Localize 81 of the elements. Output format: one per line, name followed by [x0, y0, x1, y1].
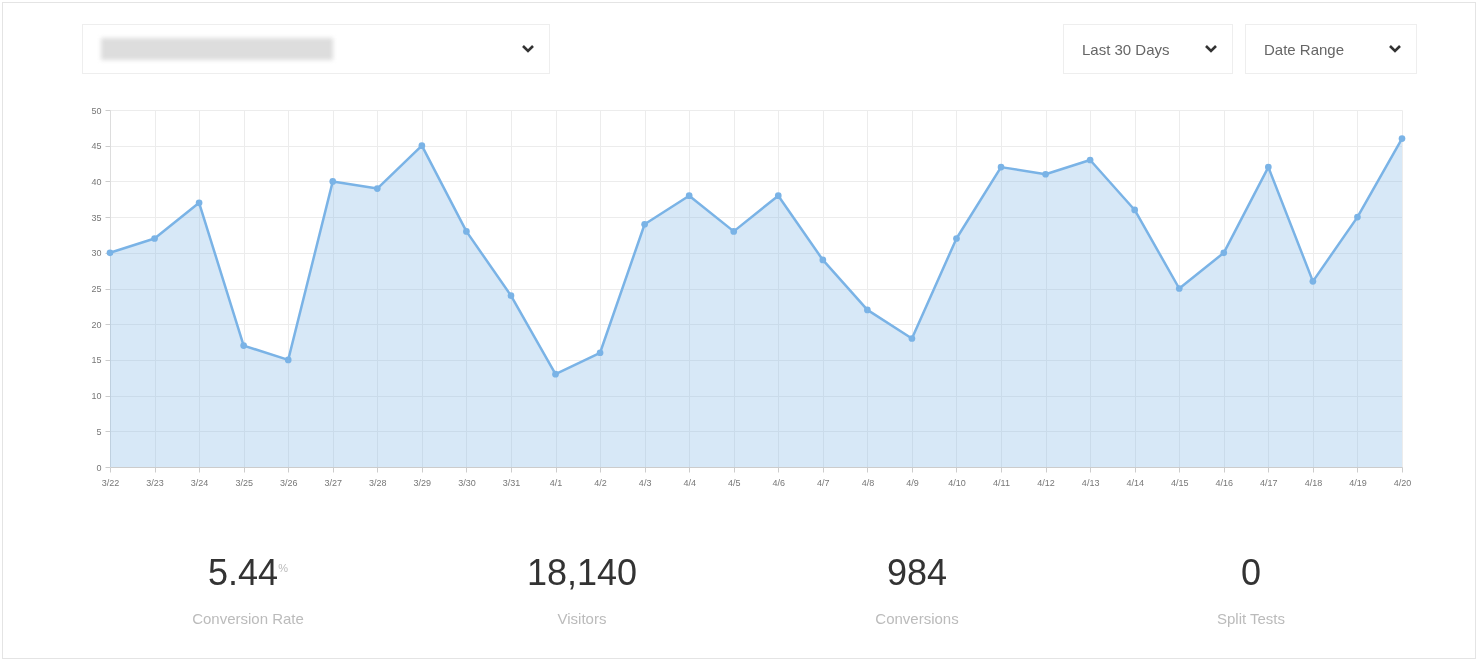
x-tick-label: 4/8	[861, 477, 875, 488]
point	[1264, 163, 1272, 171]
y-tick-label: 30	[91, 248, 102, 259]
x-tick-label: 4/7	[817, 477, 830, 488]
point	[908, 335, 916, 342]
x-tick-label: 4/11	[993, 477, 1010, 488]
x-tick-label: 4/15	[1170, 477, 1189, 488]
point	[730, 228, 738, 235]
y-tick-label: 50	[91, 105, 102, 116]
y-tick-label: 25	[91, 284, 102, 294]
point	[418, 142, 426, 150]
text: Last 30 Days	[1081, 40, 1171, 58]
x-tick-label: 4/10	[948, 477, 966, 488]
text: 18,140	[525, 552, 639, 594]
point	[819, 256, 827, 264]
point	[151, 235, 158, 242]
point	[106, 249, 114, 257]
point	[1131, 206, 1139, 214]
x-tick-label: 3/24	[190, 477, 209, 488]
x-tick-label: 4/13	[1081, 477, 1100, 488]
x-tick-label: 4/6	[772, 477, 786, 488]
x-tick-label: 4/19	[1349, 477, 1367, 488]
x-tick-label: 4/12	[1037, 477, 1055, 488]
point	[1309, 278, 1317, 285]
x-tick-label: 3/31	[502, 477, 521, 488]
x-tick-label: 4/5	[727, 477, 741, 488]
text: Conversion Rate	[191, 610, 305, 627]
y-tick-label: 15	[91, 355, 102, 366]
text: 0	[1240, 552, 1262, 594]
x-tick-label: 4/3	[638, 477, 652, 488]
x-tick-label: 3/23	[146, 477, 164, 488]
y-tick-label: 20	[91, 319, 102, 330]
x-tick-label: 4/1	[549, 477, 563, 488]
point	[1175, 285, 1183, 292]
x-tick-label: 4/18	[1304, 477, 1323, 488]
x-tick-label: 4/14	[1126, 477, 1144, 488]
text: 5.44$^{%}$	[207, 552, 289, 594]
point	[685, 192, 693, 200]
x-tick-label: 4/4	[683, 477, 696, 488]
text: 984	[885, 552, 949, 594]
x-tick-label: 3/25	[235, 477, 253, 488]
x-tick-label: 3/29	[413, 477, 432, 488]
point	[507, 292, 515, 299]
point	[864, 306, 871, 314]
x-tick-label: 3/28	[369, 477, 387, 488]
point	[373, 185, 381, 192]
y-tick-label: 0	[96, 462, 102, 473]
y-tick-label: 40	[91, 176, 102, 187]
y-tick-label: 35	[91, 212, 102, 223]
text: Visitors	[556, 610, 608, 627]
point	[953, 235, 960, 242]
point	[641, 220, 648, 228]
point	[552, 370, 559, 378]
x-tick-label: 3/22	[101, 477, 120, 488]
x-tick-label: 3/27	[324, 477, 343, 488]
x-tick-label: 3/26	[279, 477, 298, 488]
point	[1398, 135, 1406, 142]
y-tick-label: 10	[91, 391, 102, 402]
point	[240, 342, 248, 349]
point	[1220, 249, 1228, 257]
x-tick-label: 4/9	[906, 477, 919, 488]
y-tick-label: 5	[96, 426, 102, 437]
point	[596, 349, 604, 357]
x-tick-label: 4/2	[594, 477, 607, 488]
point	[1086, 156, 1094, 164]
point	[284, 356, 292, 364]
point	[1042, 170, 1049, 178]
point	[1354, 213, 1361, 221]
point	[997, 163, 1005, 171]
point	[329, 178, 337, 185]
text: Split Tests	[1215, 610, 1287, 627]
x-tick-label: 4/20	[1393, 477, 1412, 488]
x-tick-label: 4/17	[1260, 477, 1278, 488]
x-tick-label: 3/30	[458, 477, 476, 488]
point	[774, 192, 782, 200]
text: Conversions	[874, 610, 960, 627]
point	[195, 199, 203, 207]
text: Date Range	[1263, 40, 1346, 58]
point	[463, 228, 470, 235]
x-tick-label: 4/16	[1215, 477, 1234, 488]
y-tick-label: 45	[91, 141, 102, 152]
